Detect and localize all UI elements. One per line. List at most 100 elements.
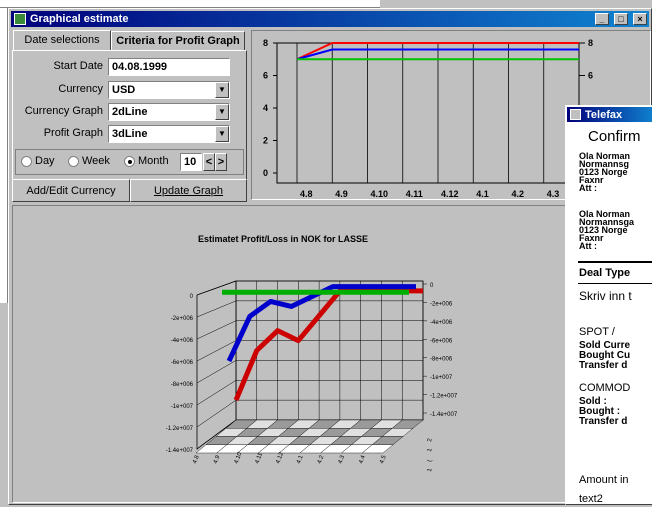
right-tick-label: -1e+007 (430, 375, 453, 381)
right-tick-label: -2e+006 (430, 301, 453, 307)
chevron-down-icon[interactable]: ▼ (215, 82, 229, 98)
depth-tick-label: 2 (427, 437, 434, 442)
address-line: Faxnr (579, 233, 604, 243)
background-grid-strip (0, 0, 380, 8)
right-tick-label: -6e+006 (430, 338, 453, 344)
sold-currency-label: Sold Curre (579, 340, 631, 351)
radio-dot-icon (21, 155, 32, 167)
close-button[interactable]: × (633, 13, 647, 25)
grid-line (196, 360, 237, 384)
x-tick-label: 4.10 (234, 451, 244, 465)
spin-left-button[interactable]: < (203, 153, 215, 171)
address-line: Ola Norman (579, 151, 631, 161)
skriv-input[interactable]: Skriv inn t (579, 289, 632, 303)
x-tick-label: 4.1 (296, 454, 305, 465)
sold-label: Sold : (579, 396, 607, 407)
background-left-strip (0, 8, 8, 303)
bought-currency-label: Bought Cu (579, 350, 631, 361)
x-tick-label: 4.11 (406, 189, 423, 199)
grid-line (196, 419, 237, 450)
grid-line (196, 399, 237, 428)
currency-value: USD (112, 84, 136, 96)
address-line: Ola Norman (579, 209, 631, 219)
x-tick-label: 4.1 (476, 189, 489, 199)
x-tick-label: 4.9 (213, 454, 222, 465)
spin-right-button[interactable]: > (215, 153, 227, 171)
grid-line (196, 320, 237, 340)
y-tick-label: -6e+006 (171, 360, 194, 366)
graphical-estimate-window: Graphical estimate _ □ × Date selections… (8, 8, 652, 505)
minimize-button[interactable]: _ (595, 13, 609, 25)
profit-graph-select[interactable]: 3dLine ▼ (108, 125, 230, 143)
depth-tick-label: 1 (427, 467, 434, 472)
x-tick-label: 4.12 (441, 189, 459, 199)
series-line (296, 42, 579, 61)
address-block-1: Ola Norman Normannsg 0123 Norge Faxnr At… (579, 151, 631, 193)
radio-day[interactable]: Day (21, 155, 55, 167)
chart-title: Estimatet Profit/Loss in NOK for LASSE (198, 234, 368, 244)
period-group (15, 149, 244, 175)
radio-month[interactable]: Month (124, 155, 169, 167)
x-tick-label: 4.3 (547, 189, 560, 199)
floor-tile (361, 444, 394, 454)
x-tick-label: 4.4 (358, 454, 367, 465)
chevron-down-icon[interactable]: ▼ (215, 126, 229, 142)
currency-label: Currency (58, 83, 103, 95)
y-tick-label: -1.2e+007 (166, 426, 194, 432)
add-edit-currency-button[interactable]: Add/Edit Currency (12, 179, 130, 202)
transfer-label: Transfer d (579, 360, 628, 371)
y-tick-label: -1.4e+007 (166, 448, 194, 454)
y-tick-label: 0 (263, 168, 268, 178)
maximize-button[interactable]: □ (614, 13, 628, 25)
grid-line (196, 280, 237, 296)
app-icon (14, 13, 26, 25)
radio-day-label: Day (35, 155, 55, 167)
x-tick-label: 4.5 (379, 454, 388, 465)
x-tick-label: 4.10 (371, 189, 389, 199)
y-tick-label: -2e+006 (171, 316, 194, 322)
currency-select[interactable]: USD ▼ (108, 81, 230, 99)
window-titlebar[interactable]: Graphical estimate _ □ × (11, 11, 649, 27)
update-graph-button[interactable]: Update Graph (130, 179, 247, 202)
x-tick-label: 4.3 (338, 454, 347, 465)
profit-graph-value: 3dLine (112, 128, 148, 140)
radio-dot-icon (68, 155, 79, 167)
currency-graph-select[interactable]: 2dLine ▼ (108, 103, 230, 121)
right-tick-label: 6 (588, 71, 593, 81)
window-title: Graphical estimate (30, 13, 129, 25)
radio-week[interactable]: Week (68, 155, 110, 167)
divider (578, 283, 652, 284)
x-tick-label: 4.2 (317, 454, 326, 465)
telefax-titlebar[interactable]: Telefax (567, 107, 652, 122)
right-tick-label: -8e+006 (430, 357, 453, 363)
x-tick-label: 4.8 (300, 189, 313, 199)
x-tick-label: 4.9 (335, 189, 348, 199)
start-date-field[interactable]: 04.08.1999 (108, 58, 230, 76)
address-line: 0123 Norge (579, 225, 628, 235)
divider (578, 261, 652, 263)
start-date-label: Start Date (53, 60, 103, 72)
text2-label: text2 (579, 493, 603, 505)
address-block-2: Ola Norman Normannsga 0123 Norge Faxnr A… (579, 209, 634, 251)
right-tick-label: -4e+006 (430, 320, 453, 326)
address-line: Normannsg (579, 159, 630, 169)
radio-dot-icon (124, 155, 135, 167)
right-tick-label: 0 (430, 283, 434, 289)
chevron-down-icon[interactable]: ▼ (215, 104, 229, 120)
y-tick-label: 0 (190, 294, 194, 300)
spot-lines: Sold Curre Bought Cu Transfer d (579, 341, 630, 371)
tab-date-selections[interactable]: Date selections (13, 30, 111, 51)
currency-graph-label: Currency Graph (24, 105, 103, 117)
y-tick-label: -4e+006 (171, 338, 194, 344)
currency-graph-value: 2dLine (112, 106, 148, 118)
commod-label: COMMOD (579, 382, 631, 394)
period-count-field[interactable]: 10 (180, 153, 202, 171)
bought-label: Bought : (579, 406, 621, 417)
plot-area (276, 42, 580, 184)
x-tick-label: 4.11 (255, 451, 265, 464)
tab-criteria-profit-graph[interactable]: Criteria for Profit Graph (111, 31, 245, 51)
telefax-icon (570, 109, 581, 120)
grid-line (196, 340, 237, 362)
y-tick-label: 4 (263, 103, 268, 113)
confirm-heading: Confirm (588, 128, 641, 145)
